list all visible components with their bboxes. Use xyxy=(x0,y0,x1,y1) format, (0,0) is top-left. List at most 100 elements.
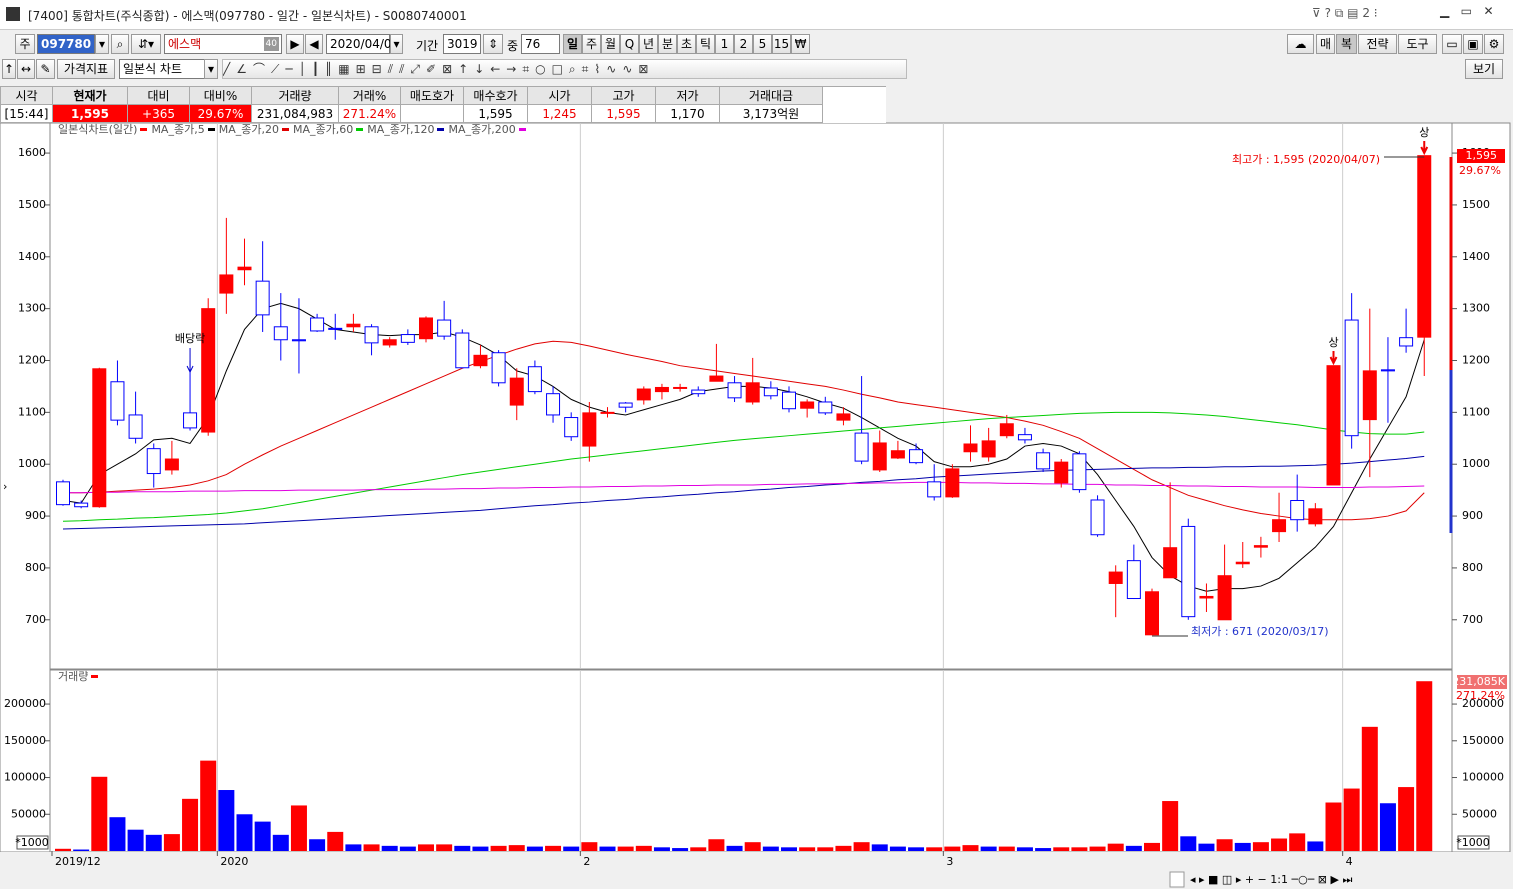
settings-button[interactable]: ⚙ xyxy=(1484,34,1504,54)
move-button[interactable]: ↔ xyxy=(17,59,35,79)
volume-bar xyxy=(581,842,598,851)
ma-line xyxy=(63,481,1425,494)
candle-body xyxy=(927,481,942,498)
candle-body xyxy=(1417,155,1432,338)
period-button[interactable]: 일 xyxy=(563,34,582,54)
dropdown[interactable]: ▾ xyxy=(95,34,109,54)
y-tick-label: 150000 xyxy=(1462,734,1504,747)
volume-bar xyxy=(399,846,416,851)
candle-body xyxy=(201,308,216,433)
sort-button[interactable]: ⇵▾ xyxy=(131,34,161,54)
candle-body xyxy=(1272,519,1287,533)
candle-body xyxy=(673,386,688,389)
volume-bar xyxy=(1398,787,1415,851)
candle-body xyxy=(745,382,760,403)
cloud-button[interactable]: ☁ xyxy=(1287,34,1314,54)
legend-entry: MA_종가,60 xyxy=(292,123,354,136)
window-buttons[interactable]: ▁ ▭ ✕ xyxy=(1440,4,1494,18)
window-title: [7400] 통합차트(주식종합) - 에스맥(097780 - 일간 - 일본… xyxy=(28,9,467,23)
period-button[interactable]: 월 xyxy=(601,34,620,54)
volume-bar xyxy=(145,834,162,851)
period-button[interactable]: 15 xyxy=(772,34,791,54)
drawing-tools[interactable]: ╱∠⌒⟋─│┃║▦⊞⊟⫽⫽⤢✐⊠↑↓←→⌗○□⌕⌗⌇∿∿⊠ xyxy=(222,59,907,79)
candle-body xyxy=(909,449,924,464)
side-toggle[interactable]: › xyxy=(3,480,7,493)
date-input[interactable]: 2020/04/07 xyxy=(326,34,399,54)
volume-bar xyxy=(545,845,562,851)
last-price-box xyxy=(1457,149,1505,163)
indicator-button[interactable]: 가격지표 xyxy=(57,59,115,79)
candle-body xyxy=(582,412,597,447)
y-tick-label: 700 xyxy=(1462,613,1483,626)
legend-swatch xyxy=(91,674,99,678)
volume-bar xyxy=(672,848,689,851)
zoom-controls[interactable]: ◂ ▸ ■ ◫ ▸ + − 1:1 ─○─ ⊠ ▶ ⏭ xyxy=(1190,873,1352,886)
name-input[interactable]: 에스맥 40 xyxy=(164,34,282,54)
candle-body xyxy=(328,327,343,330)
period-button[interactable]: 분 xyxy=(658,34,677,54)
period-button[interactable]: 주 xyxy=(582,34,601,54)
period-spin[interactable]: ⇕ xyxy=(483,34,503,54)
y-tick-label: 100000 xyxy=(1462,771,1504,784)
volume-bar xyxy=(1016,847,1033,851)
volume-bar xyxy=(871,844,888,851)
period-button[interactable]: 1 xyxy=(715,34,734,54)
volume-bar xyxy=(635,845,652,851)
prev-button[interactable]: ◀ xyxy=(305,34,323,54)
toolbar-button[interactable]: 전략 xyxy=(1358,34,1397,54)
quote-value: 1,245 xyxy=(528,105,592,123)
candle-body xyxy=(945,468,960,498)
period-button[interactable]: Q xyxy=(620,34,639,54)
window-icons[interactable]: ⊽ ? ⧉ ▤ 2 ⁝ xyxy=(1312,6,1378,20)
save-button[interactable]: ▣ xyxy=(1463,34,1483,54)
period-button[interactable]: 5 xyxy=(753,34,772,54)
candle-body xyxy=(1380,369,1395,372)
open-button[interactable]: ▭ xyxy=(1442,34,1462,54)
code-input[interactable]: 097780 xyxy=(37,34,95,54)
period-button[interactable]: 년 xyxy=(639,34,658,54)
candle-body xyxy=(364,326,379,344)
period-button[interactable]: 틱 xyxy=(696,34,715,54)
quote-header: 고가 xyxy=(592,87,656,105)
count-input[interactable]: 76 xyxy=(521,34,560,54)
edit-button[interactable]: ✎ xyxy=(36,59,55,79)
view-button[interactable]: 보기 xyxy=(1465,59,1503,79)
volume-bar xyxy=(272,834,289,851)
date-dropdown[interactable]: ▾ xyxy=(390,34,403,54)
candle-body xyxy=(56,481,70,506)
toolbar-button[interactable]: 매 xyxy=(1316,34,1335,54)
quote-table: 시각 [15:44] 현재가 1,595 대비 +365 대비% 29.67% 거래량 231,0… xyxy=(0,86,886,123)
quote-value: 3,173억원 xyxy=(720,105,823,123)
candle-body xyxy=(1362,370,1377,421)
unit-label: *1000 xyxy=(15,836,49,849)
scroll-button[interactable] xyxy=(1169,871,1185,888)
chart-kind-dropdown[interactable]: ▾ xyxy=(204,59,218,79)
search-button[interactable]: ⌕ xyxy=(111,34,129,54)
x-tick-label: 2020 xyxy=(220,855,248,868)
period-input[interactable]: 3019 xyxy=(443,34,481,54)
candle-body xyxy=(455,332,470,369)
period-button[interactable]: 초 xyxy=(677,34,696,54)
volume-bar xyxy=(327,831,344,851)
y-tick-label: 1500 xyxy=(1462,198,1490,211)
toolbar-button[interactable]: 복 xyxy=(1336,34,1357,54)
chart-kind-select[interactable]: 일본식 차트 xyxy=(119,59,205,79)
candle-body xyxy=(1163,547,1178,579)
y-tick-label: 900 xyxy=(25,509,46,522)
period-button[interactable]: 2 xyxy=(734,34,753,54)
market-button[interactable]: 주 xyxy=(15,34,35,54)
candle-body xyxy=(709,375,724,382)
volume-bar xyxy=(55,848,71,851)
up-button[interactable]: ↑ xyxy=(2,59,16,79)
candle-body xyxy=(1054,461,1069,484)
y-tick-label: 1200 xyxy=(1462,353,1490,366)
volume-bar xyxy=(309,839,326,851)
toolbar-button[interactable]: 도구 xyxy=(1398,34,1437,54)
candle-body xyxy=(1308,508,1323,525)
candle-body xyxy=(546,393,561,416)
y-tick-label: 50000 xyxy=(1462,807,1497,820)
y-tick-label: 1200 xyxy=(18,353,46,366)
candle-body xyxy=(146,448,161,475)
period-button[interactable]: ₩ xyxy=(791,34,810,54)
next-button[interactable]: ▶ xyxy=(286,34,304,54)
